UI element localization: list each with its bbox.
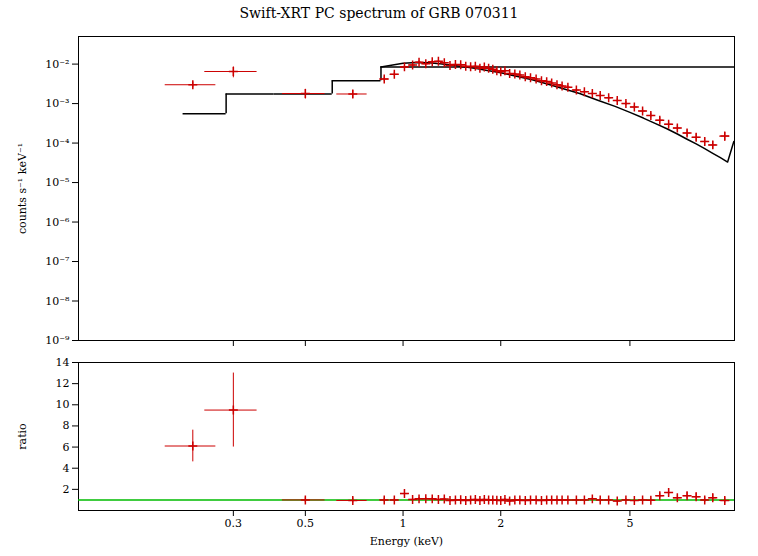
svg-text:10⁻³: 10⁻³ — [45, 97, 69, 110]
html-text:Swift-XRT PC spectrum of GRB 0: Swift-XRT PC spectrum of GRB 070311 — [239, 5, 519, 21]
svg-text:counts s⁻¹ keV⁻¹: counts s⁻¹ keV⁻¹ — [16, 143, 29, 234]
svg-text:10⁻⁴: 10⁻⁴ — [45, 137, 70, 150]
svg-text:5: 5 — [626, 517, 633, 530]
svg-text:10: 10 — [56, 398, 70, 411]
svg-text:0.3: 0.3 — [225, 517, 243, 530]
svg-text:10⁻⁸: 10⁻⁸ — [45, 295, 70, 308]
svg-text:4: 4 — [63, 462, 70, 475]
svg-text:2: 2 — [63, 483, 70, 496]
svg-text:Energy (keV): Energy (keV) — [370, 535, 443, 548]
svg-text:14: 14 — [56, 356, 70, 369]
svg-text:8: 8 — [63, 419, 70, 432]
svg-text:10⁻⁵: 10⁻⁵ — [45, 176, 69, 189]
svg-text:1: 1 — [400, 517, 407, 530]
svg-text:12: 12 — [56, 377, 70, 390]
svg-text:10⁻⁶: 10⁻⁶ — [45, 216, 70, 229]
svg-text:10⁻⁷: 10⁻⁷ — [45, 255, 70, 268]
svg-text:2: 2 — [497, 517, 504, 530]
svg-text:10⁻⁹: 10⁻⁹ — [45, 334, 70, 347]
svg-text:0.5: 0.5 — [297, 517, 315, 530]
svg-text:10⁻²: 10⁻² — [45, 58, 69, 71]
svg-text:ratio: ratio — [16, 423, 29, 450]
svg-text:6: 6 — [63, 441, 70, 454]
